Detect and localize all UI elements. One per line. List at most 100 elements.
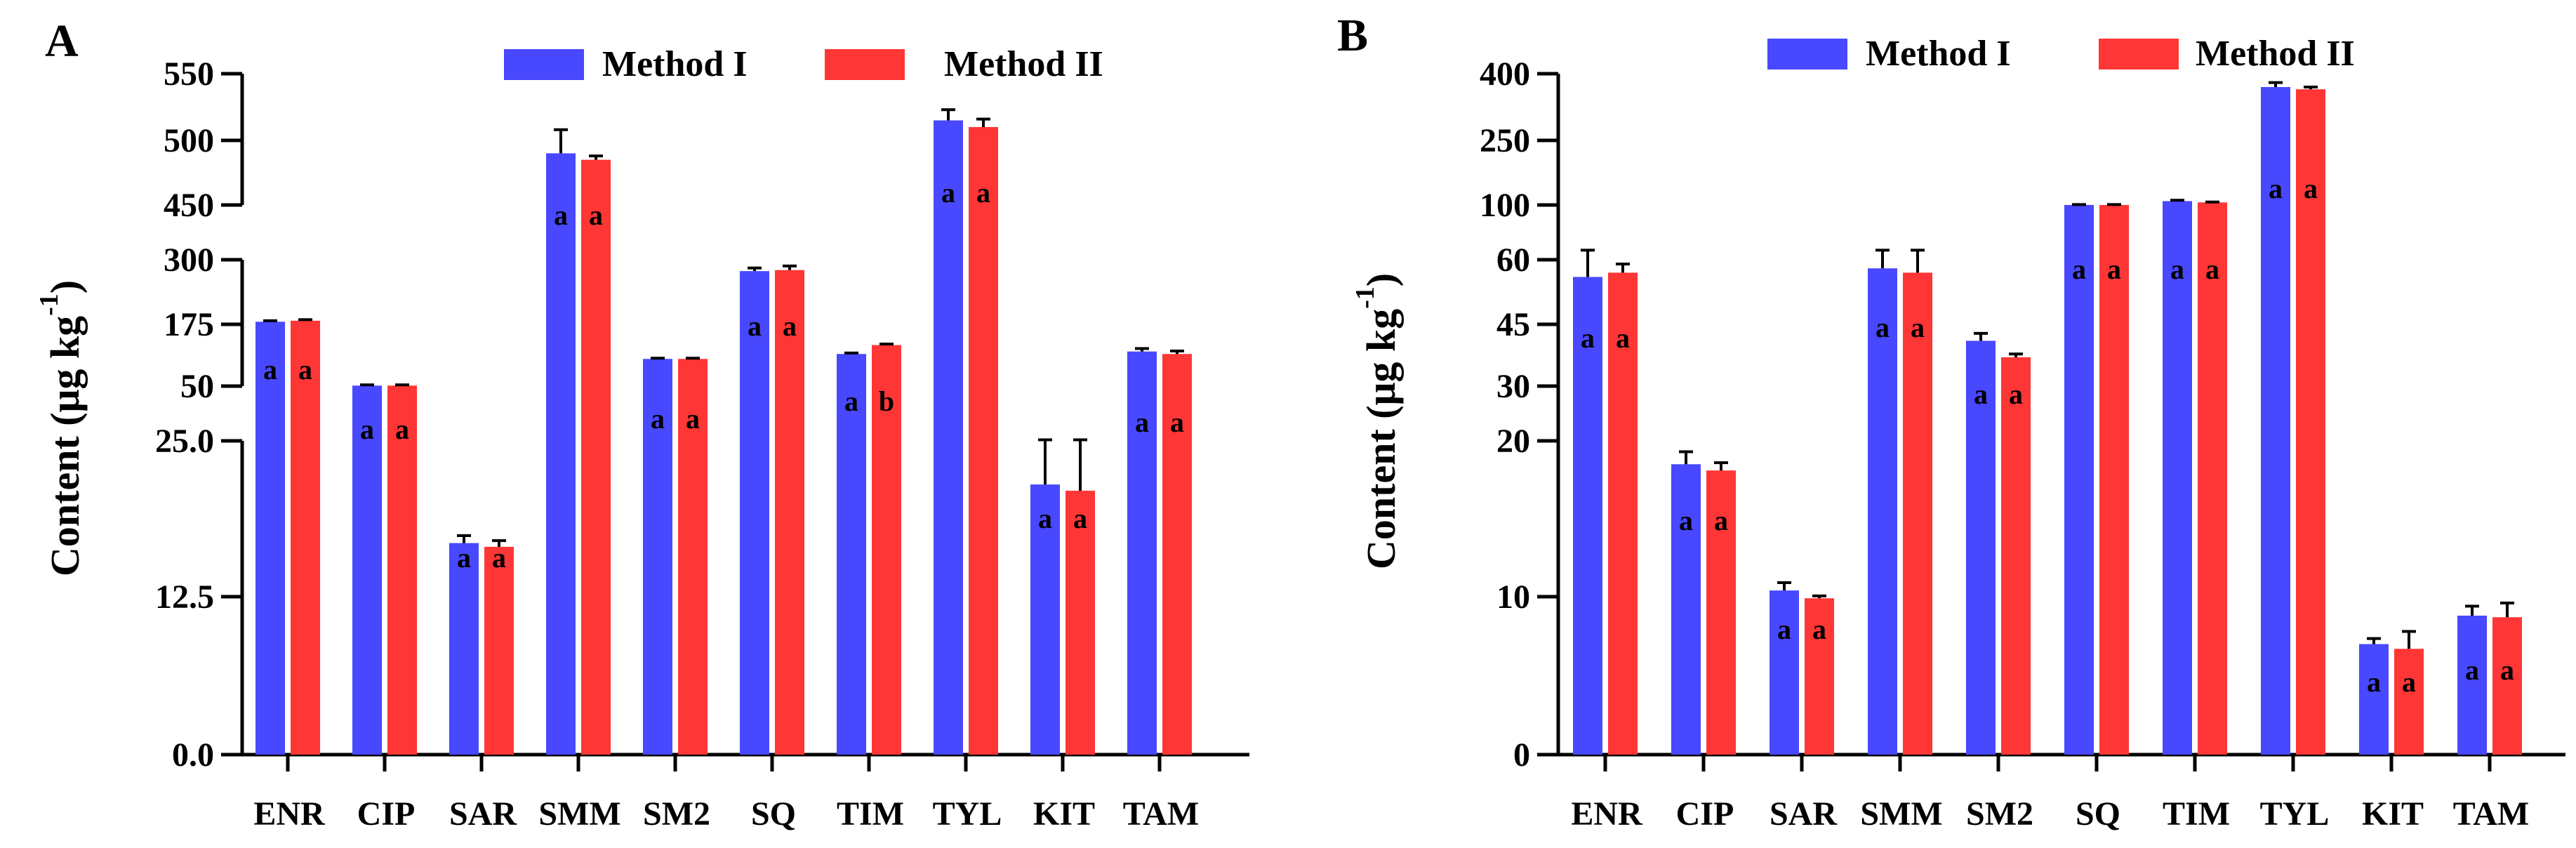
y-tick-label: 60 — [1496, 241, 1530, 279]
bar-method-2-smm — [1903, 272, 1932, 755]
x-tick-label: SAR — [449, 795, 517, 833]
significance-letter: a — [1714, 505, 1728, 536]
bar-method-1-smm — [1868, 268, 1897, 755]
significance-letter: a — [1581, 322, 1595, 354]
significance-letter: a — [589, 199, 603, 231]
significance-letter: a — [2205, 253, 2219, 285]
x-tick-label: KIT — [2362, 795, 2424, 833]
legend-label-method-1: Method I — [1866, 34, 2011, 74]
legend-label-method-2: Method II — [944, 44, 1103, 84]
x-tick-label: TAM — [1123, 795, 1199, 833]
significance-letter: a — [2402, 666, 2416, 698]
y-tick-label: 300 — [164, 241, 214, 279]
significance-letter: a — [1777, 614, 1791, 645]
y-tick-label: 0.0 — [172, 736, 214, 774]
bar-method-1-sq — [2064, 205, 2094, 755]
bar-method-2-tyl — [969, 127, 998, 755]
significance-letter: a — [1911, 312, 1925, 343]
bar-method-1-tam — [2457, 616, 2487, 755]
significance-letter: a — [1170, 406, 1184, 438]
y-tick-label: 10 — [1496, 578, 1530, 616]
bar-method-1-enr — [255, 322, 285, 755]
bar-method-2-tim — [872, 345, 901, 755]
bar-method-1-cip — [1671, 464, 1701, 755]
significance-letter: a — [748, 310, 762, 342]
bar-method-1-enr — [1573, 277, 1602, 755]
significance-letter: a — [298, 354, 312, 385]
bar-method-1-kit — [2359, 644, 2389, 755]
x-tick-label: TYL — [933, 795, 1002, 833]
bar-method-1-sm2 — [1966, 340, 1996, 755]
legend-swatch-method-1 — [504, 49, 584, 80]
bar-method-1-sm2 — [643, 359, 672, 755]
y-tick-label: 25.0 — [155, 423, 214, 460]
legend-label-method-2: Method II — [2196, 34, 2355, 74]
significance-letter: a — [457, 542, 471, 574]
significance-letter: a — [2367, 666, 2381, 698]
significance-letter: a — [976, 177, 990, 208]
bar-method-1-cip — [352, 385, 382, 755]
x-tick-label: SM2 — [643, 795, 710, 833]
bar-method-1-smm — [546, 153, 576, 755]
y-tick-label: 0 — [1513, 736, 1530, 774]
significance-letter: a — [2465, 654, 2479, 686]
x-tick-label: SAR — [1770, 795, 1838, 833]
legend-swatch-method-2 — [825, 49, 905, 80]
significance-letter: a — [651, 403, 665, 435]
y-tick-label: 450 — [164, 187, 214, 224]
bar-method-2-tyl — [2296, 89, 2325, 755]
bar-method-1-kit — [1030, 484, 1060, 755]
bar-method-1-tim — [837, 354, 866, 755]
x-tick-label: SQ — [751, 795, 796, 833]
x-tick-label: SMM — [1860, 795, 1942, 833]
significance-letter: a — [783, 310, 797, 342]
significance-letter: a — [844, 385, 858, 417]
x-tick-label: CIP — [357, 795, 416, 833]
significance-letter: a — [1974, 378, 1988, 410]
y-tick-label: 400 — [1480, 55, 1530, 93]
panel-b-label: B — [1337, 10, 1368, 61]
x-tick-label: TAM — [2453, 795, 2529, 833]
significance-letter: a — [1135, 406, 1149, 438]
bar-method-2-enr — [1608, 272, 1638, 755]
significance-letter: a — [2269, 173, 2283, 204]
significance-letter: a — [1616, 322, 1630, 354]
x-tick-label: SQ — [2076, 795, 2120, 833]
panel-b: B Content (μg kg-1) Method I Method II 0… — [1337, 10, 2565, 833]
y-tick-label: 100 — [1480, 187, 1530, 224]
bar-method-2-sq — [2099, 205, 2129, 755]
significance-letter: a — [395, 413, 409, 445]
bar-method-1-sar — [449, 543, 479, 755]
bar-method-2-smm — [581, 159, 611, 755]
significance-letter: a — [2500, 654, 2514, 686]
y-tick-label: 250 — [1480, 122, 1530, 159]
y-tick-label: 500 — [164, 122, 214, 159]
bar-method-1-tyl — [2261, 87, 2290, 755]
bar-method-1-tam — [1127, 351, 1157, 755]
y-tick-label: 30 — [1496, 368, 1530, 405]
bar-method-2-tam — [2492, 617, 2522, 755]
bar-method-2-sq — [775, 270, 804, 755]
significance-letter: a — [360, 413, 374, 445]
x-tick-label: TIM — [837, 795, 904, 833]
y-tick-label: 175 — [164, 306, 214, 343]
y-tick-label: 45 — [1496, 306, 1530, 343]
bar-method-2-cip — [1706, 470, 1736, 755]
significance-letter: a — [2304, 173, 2318, 204]
panel-a: A Content (μg kg-1) Method I Method II 0… — [34, 15, 1249, 833]
significance-letter: a — [1679, 505, 1693, 536]
significance-letter: a — [1073, 503, 1087, 534]
legend-swatch-method-1 — [1767, 39, 1847, 69]
significance-letter: a — [2072, 253, 2086, 285]
bar-method-2-sar — [1805, 598, 1834, 755]
x-tick-label: ENR — [253, 795, 326, 833]
bar-method-2-sm2 — [678, 359, 708, 755]
bar-method-2-tim — [2198, 202, 2227, 755]
significance-letter: a — [2170, 253, 2184, 285]
y-tick-label: 550 — [164, 55, 214, 93]
x-tick-label: KIT — [1033, 795, 1095, 833]
bar-method-1-tyl — [934, 120, 963, 755]
panel-a-legend: Method I Method II — [504, 44, 1103, 84]
